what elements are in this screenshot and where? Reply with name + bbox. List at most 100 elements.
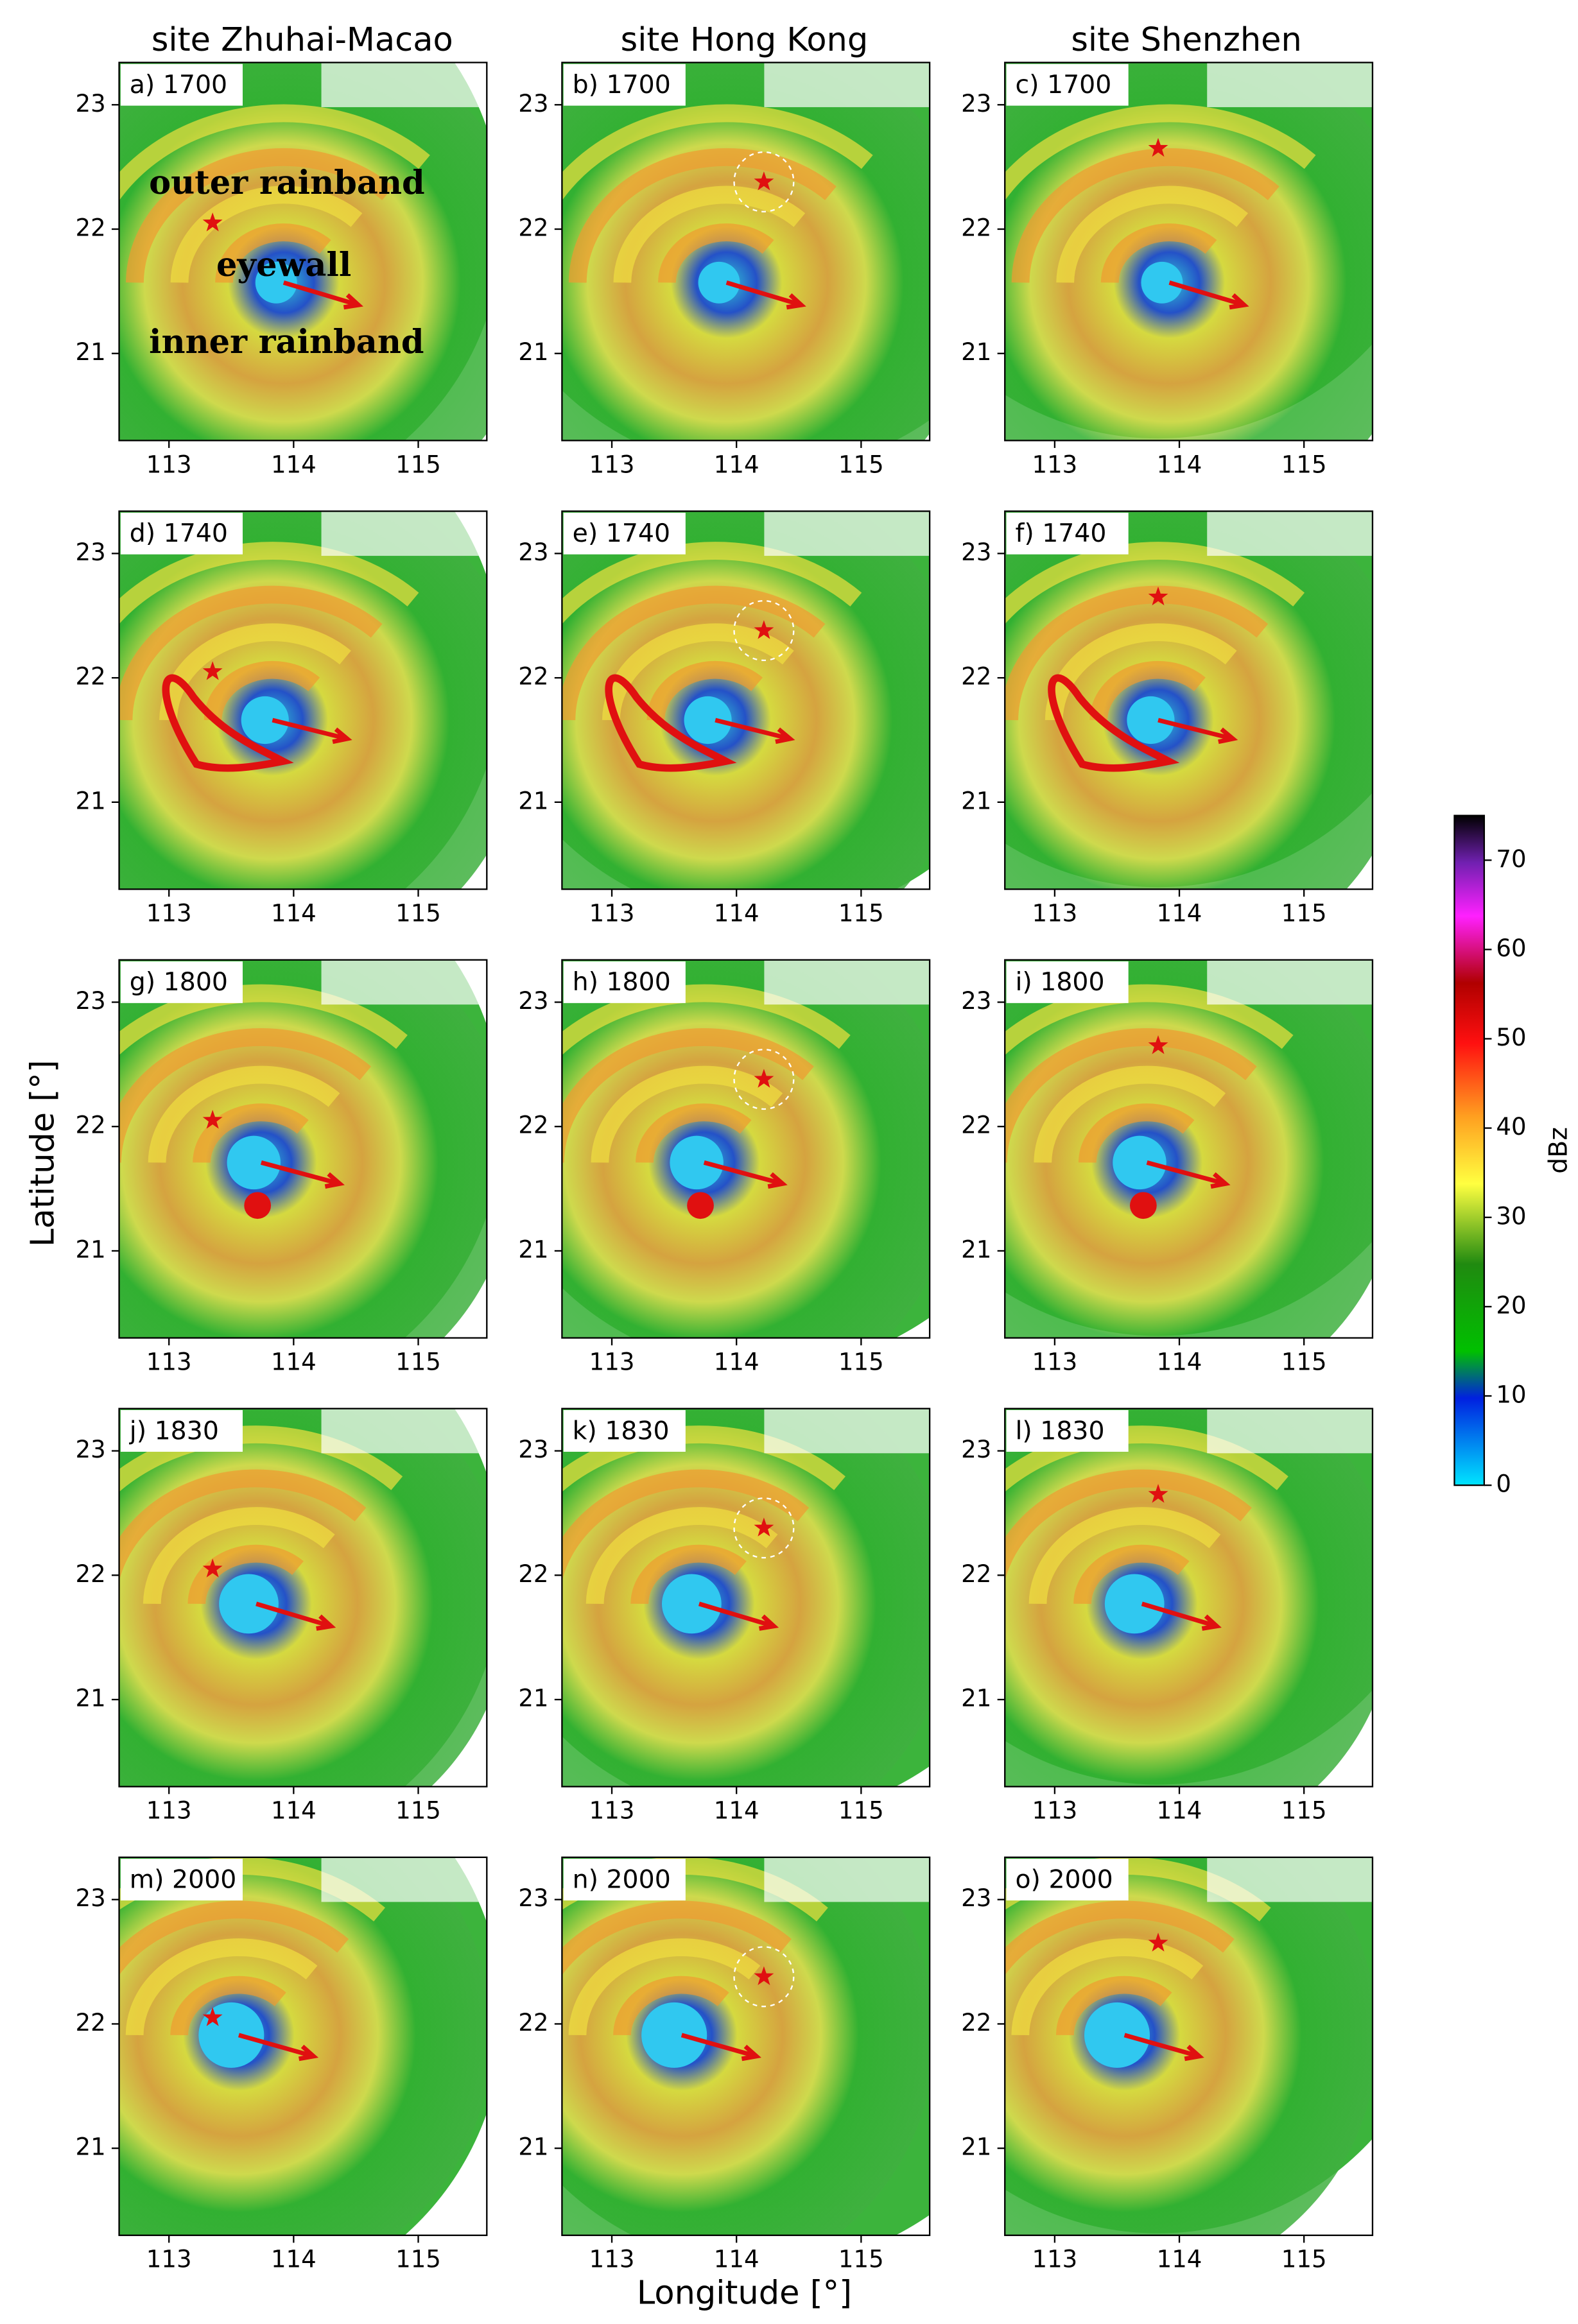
axes-frame bbox=[561, 510, 931, 890]
eye bbox=[670, 1135, 724, 1190]
x-tick-label: 113 bbox=[1032, 1348, 1077, 1375]
axes-frame bbox=[561, 62, 931, 442]
motion-arrow bbox=[1168, 280, 1249, 310]
motion-arrow bbox=[1123, 2033, 1204, 2061]
axes-frame bbox=[118, 62, 488, 442]
y-tick-label: 23 bbox=[518, 1436, 548, 1463]
storm-field bbox=[1005, 960, 1373, 1338]
rainband-outline bbox=[1048, 674, 1180, 772]
rainband bbox=[636, 1103, 752, 1164]
rainband bbox=[613, 185, 806, 283]
panel-title: j) 1830 bbox=[129, 1416, 219, 1445]
radar-image bbox=[562, 960, 930, 1338]
rainband bbox=[646, 660, 763, 721]
radar-image bbox=[119, 511, 487, 890]
panel-title: e) 1740 bbox=[573, 519, 670, 548]
y-tick-label: 22 bbox=[961, 1112, 991, 1139]
no-echo bbox=[764, 960, 930, 1005]
panel-title: d) 1740 bbox=[130, 519, 228, 548]
rainband bbox=[170, 1975, 286, 2036]
panel-title: a) 1700 bbox=[130, 70, 227, 99]
annotation: eyewall bbox=[216, 246, 351, 284]
rainband bbox=[1005, 1900, 1235, 1975]
site-ring bbox=[733, 1946, 795, 2008]
x-tick-label: 113 bbox=[589, 2246, 635, 2273]
x-tick-label: 115 bbox=[838, 899, 884, 927]
site-ring bbox=[733, 1049, 795, 1110]
motion-arrow bbox=[1146, 1160, 1231, 1189]
x-tick-label: 113 bbox=[589, 1348, 635, 1375]
y-tick-label: 21 bbox=[518, 1235, 548, 1263]
site-star bbox=[754, 1966, 774, 1985]
rainband bbox=[119, 542, 419, 624]
site-star bbox=[754, 171, 774, 191]
no-echo bbox=[321, 511, 487, 556]
y-tick-label: 21 bbox=[75, 2133, 105, 2161]
site-ring bbox=[733, 151, 795, 212]
y-tick-label: 21 bbox=[961, 338, 991, 366]
rainband bbox=[126, 148, 394, 283]
x-tick-label: 114 bbox=[271, 1348, 316, 1375]
site-star bbox=[1148, 1035, 1168, 1054]
axes-frame bbox=[561, 1407, 931, 1787]
axes-frame bbox=[1004, 1407, 1374, 1787]
axes-frame bbox=[1004, 959, 1374, 1339]
motion-arrow bbox=[1141, 1601, 1222, 1631]
eye bbox=[641, 2002, 707, 2068]
site-star bbox=[202, 1558, 223, 1578]
x-tick-label: 115 bbox=[395, 899, 441, 927]
no-echo bbox=[321, 1408, 487, 1454]
x-tick-label: 113 bbox=[589, 899, 635, 927]
y-tick-label: 22 bbox=[961, 2009, 991, 2036]
y-tick-label: 23 bbox=[75, 987, 105, 1015]
rainband bbox=[562, 542, 862, 624]
y-tick-label: 23 bbox=[961, 987, 991, 1015]
rainband bbox=[568, 148, 837, 283]
storm-field bbox=[119, 1408, 487, 1787]
x-tick-label: 113 bbox=[1032, 451, 1077, 478]
y-tick-label: 23 bbox=[518, 90, 548, 117]
y-tick-label: 22 bbox=[75, 1112, 105, 1139]
x-tick-label: 113 bbox=[589, 1797, 635, 1825]
radar-image bbox=[1005, 960, 1373, 1338]
site-star bbox=[1148, 1932, 1168, 1952]
rainband bbox=[119, 1469, 367, 1582]
center-dot bbox=[1129, 1192, 1157, 1219]
y-tick-label: 22 bbox=[518, 1560, 548, 1588]
x-tick-label: 114 bbox=[271, 1797, 316, 1825]
rainband bbox=[602, 623, 794, 721]
storm-field bbox=[1005, 62, 1373, 441]
eye bbox=[1141, 261, 1183, 304]
x-tick-label: 114 bbox=[714, 2246, 759, 2273]
radar-image bbox=[562, 62, 930, 441]
x-tick-label: 113 bbox=[1032, 1797, 1077, 1825]
rainband bbox=[119, 585, 383, 721]
colorbar-tick-label: 10 bbox=[1496, 1381, 1526, 1409]
site-star bbox=[202, 2007, 223, 2026]
panel-title: m) 2000 bbox=[130, 1864, 237, 1894]
rainband bbox=[562, 1900, 792, 1975]
rainband bbox=[562, 1469, 810, 1582]
axes-frame bbox=[561, 1856, 931, 2236]
y-tick-label: 23 bbox=[75, 1436, 105, 1463]
y-tick-label: 23 bbox=[961, 1436, 991, 1463]
y-tick-label: 22 bbox=[75, 2009, 105, 2036]
rainband bbox=[119, 104, 430, 201]
x-tick-label: 115 bbox=[1281, 1797, 1327, 1825]
rainband bbox=[119, 1028, 372, 1163]
title-box bbox=[1006, 1859, 1129, 1901]
rainband bbox=[1089, 660, 1206, 721]
panel-title: k) 1830 bbox=[573, 1416, 670, 1445]
panel-title: c) 1700 bbox=[1015, 70, 1111, 99]
eye bbox=[198, 2002, 264, 2068]
rainband bbox=[568, 1938, 761, 2036]
site-ring bbox=[733, 1497, 795, 1559]
title-box bbox=[563, 1410, 686, 1452]
x-tick-label: 114 bbox=[1157, 451, 1202, 478]
storm-field bbox=[562, 62, 930, 441]
x-tick-label: 114 bbox=[271, 451, 316, 478]
y-tick-label: 21 bbox=[961, 787, 991, 814]
rainband bbox=[204, 660, 320, 721]
y-tick-label: 21 bbox=[961, 1685, 991, 1712]
panel-title: g) 1800 bbox=[130, 967, 228, 997]
